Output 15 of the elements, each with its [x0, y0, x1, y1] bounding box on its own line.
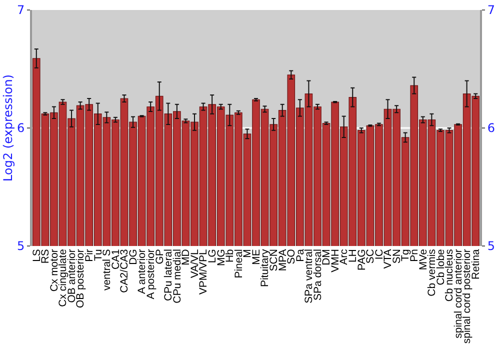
y2-tick-label: 6 [487, 121, 496, 136]
x-tick-label: RS [40, 249, 52, 264]
x-tick-label: A posterior [145, 248, 158, 300]
y-axis-title: Log2 (expression) [0, 74, 15, 182]
x-tick-label: DG [127, 249, 140, 265]
y-tick-label: 7 [16, 3, 25, 18]
x-tick-label: MVe [417, 248, 430, 270]
y2-tick-label: 7 [487, 3, 496, 18]
x-tick-label: SPa dorsal [312, 249, 324, 300]
x-tick-label: OB posterior [74, 248, 87, 308]
x-tick-label: IC [373, 248, 386, 260]
x-tick-label: LG [206, 249, 218, 264]
y-tick-label: 5 [16, 239, 25, 254]
y-tick-label: 6 [16, 121, 25, 136]
y2-tick-label: 5 [487, 239, 496, 254]
